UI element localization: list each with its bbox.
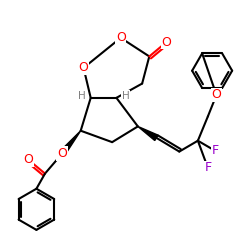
Polygon shape — [60, 131, 81, 156]
Text: O: O — [57, 147, 67, 160]
Text: O: O — [116, 31, 126, 44]
Text: O: O — [79, 61, 88, 74]
Text: F: F — [204, 161, 212, 174]
Text: O: O — [162, 36, 171, 49]
Text: H: H — [78, 91, 86, 101]
Polygon shape — [138, 126, 158, 140]
Text: H: H — [122, 91, 130, 101]
Text: O: O — [212, 88, 222, 102]
Text: O: O — [23, 153, 33, 166]
Text: F: F — [212, 144, 218, 157]
